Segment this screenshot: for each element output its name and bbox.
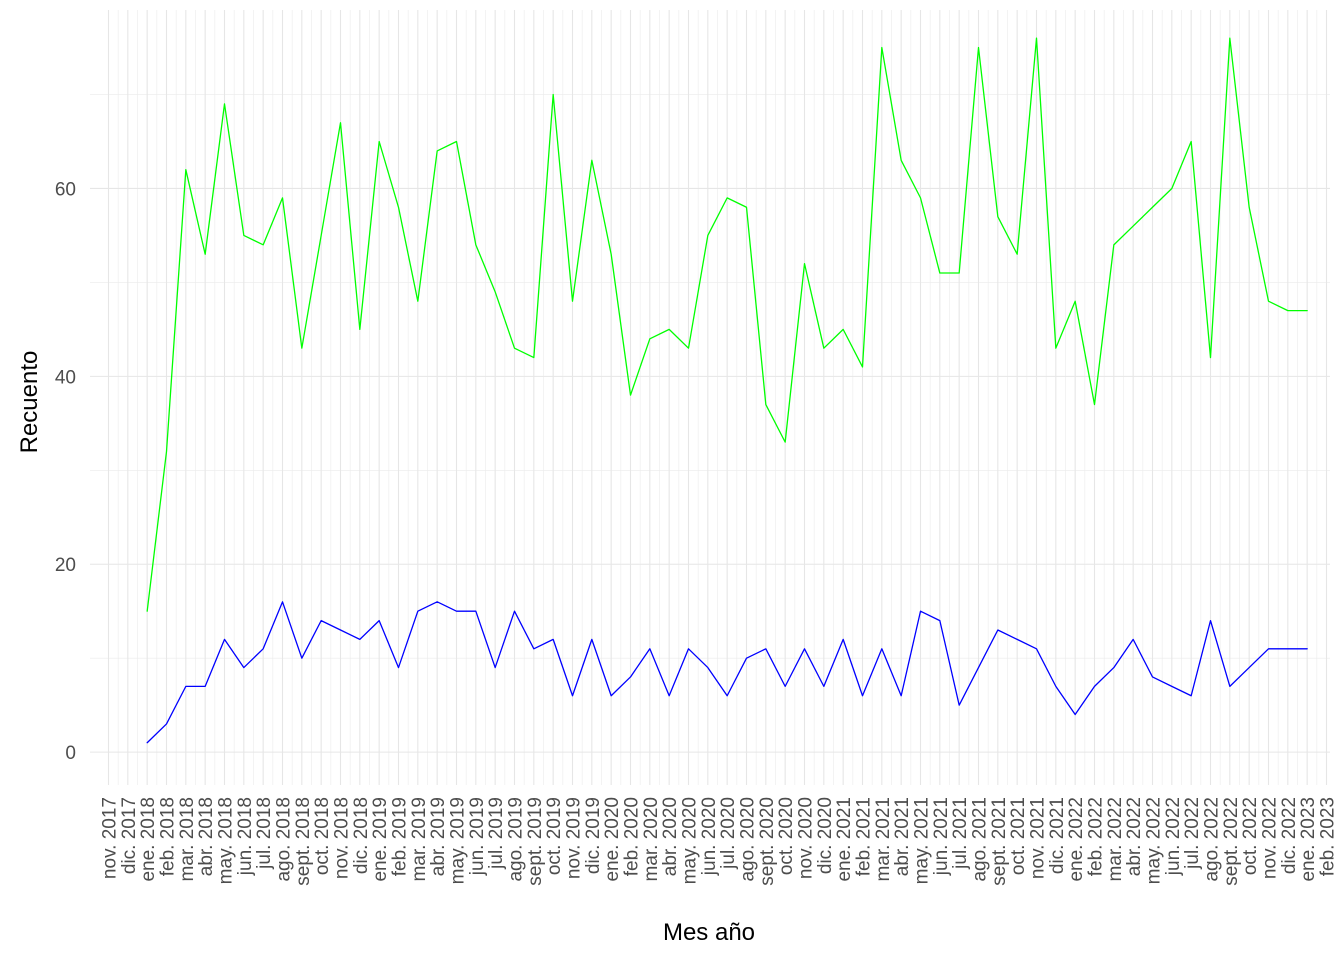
x-tick-label: mar. 2022 [1105, 797, 1126, 882]
x-tick-label: oct. 2020 [776, 797, 797, 875]
x-tick-label: nov. 2017 [100, 797, 121, 879]
x-tick-label: dic. 2022 [1279, 797, 1300, 874]
x-tick-label: abr. 2021 [892, 797, 913, 876]
x-tick-label: jun. 2022 [1163, 797, 1184, 876]
x-tick-label: may. 2020 [680, 797, 701, 884]
x-tick-label: oct. 2021 [1008, 797, 1029, 875]
y-tick-label: 20 [55, 555, 76, 576]
x-tick-label: dic. 2017 [119, 797, 140, 874]
x-tick-label: sept. 2021 [989, 797, 1010, 886]
x-tick-label: sept. 2018 [293, 797, 314, 886]
series-layer [146, 37, 1308, 744]
x-tick-label: dic. 2020 [815, 797, 836, 874]
x-tick-label: dic. 2018 [351, 797, 372, 874]
x-tick-label: dic. 2021 [1047, 797, 1068, 874]
x-axis-title: Mes año [663, 919, 755, 946]
x-tick-label: ago. 2018 [274, 797, 295, 882]
x-tick-label: ago. 2020 [738, 797, 759, 882]
x-tick-label: abr. 2020 [660, 797, 681, 876]
major-gridlines [90, 10, 1330, 785]
x-tick-label: jun. 2020 [699, 797, 720, 876]
x-tick-label: ene. 2020 [602, 797, 623, 882]
x-tick-label: dic. 2019 [583, 797, 604, 874]
x-tick-label: nov. 2019 [564, 797, 585, 879]
x-tick-label: ene. 2021 [834, 797, 855, 882]
x-tick-label: oct. 2019 [544, 797, 565, 875]
x-tick-label: nov. 2018 [332, 797, 353, 879]
x-tick-label: feb. 2019 [390, 797, 411, 876]
x-tick-label: ago. 2021 [970, 797, 991, 882]
x-tick-label: jun. 2018 [235, 797, 256, 876]
x-tick-label: nov. 2020 [796, 797, 817, 879]
x-tick-label: abr. 2019 [428, 797, 449, 876]
x-tick-label: oct. 2018 [312, 797, 333, 875]
x-tick-label: mar. 2018 [177, 797, 198, 882]
x-tick-label: ene. 2019 [370, 797, 391, 882]
x-tick-label: sept. 2022 [1221, 797, 1242, 886]
y-tick-label: 60 [55, 179, 76, 200]
y-tick-label: 0 [65, 743, 76, 764]
x-tick-label: jul. 2022 [1182, 797, 1203, 870]
x-tick-label: nov. 2022 [1260, 797, 1281, 879]
x-tick-label: jul. 2019 [486, 797, 507, 870]
x-tick-label: feb. 2023 [1318, 797, 1339, 876]
x-tick-label: mar. 2020 [641, 797, 662, 882]
x-tick-label: ene. 2022 [1066, 797, 1087, 882]
x-tick-label: ago. 2019 [506, 797, 527, 882]
x-tick-label: jul. 2020 [718, 797, 739, 870]
x-tick-label: abr. 2022 [1124, 797, 1145, 876]
y-tick-label: 40 [55, 367, 76, 388]
x-tick-label: feb. 2020 [622, 797, 643, 876]
x-tick-label: mar. 2019 [409, 797, 430, 882]
x-tick-label: oct. 2022 [1240, 797, 1261, 875]
x-tick-label: may. 2018 [216, 797, 237, 884]
x-tick-label: jul. 2021 [950, 797, 971, 870]
x-tick-label: ene. 2018 [138, 797, 159, 882]
x-tick-label: jun. 2019 [467, 797, 488, 876]
series-line-1 [146, 37, 1308, 612]
x-tick-label: jul. 2018 [254, 797, 275, 870]
x-tick-label: sept. 2020 [757, 797, 778, 886]
x-tick-label: ago. 2022 [1202, 797, 1223, 882]
minor-gridlines [90, 10, 1330, 785]
y-axis-title: Recuento [16, 351, 43, 454]
x-tick-label: may. 2019 [448, 797, 469, 884]
x-tick-label: feb. 2022 [1086, 797, 1107, 876]
x-tick-label: may. 2022 [1144, 797, 1165, 884]
x-tick-label: abr. 2018 [196, 797, 217, 876]
x-tick-label: sept. 2019 [525, 797, 546, 886]
y-axis-tick-labels: 0 20 40 60 [55, 179, 76, 764]
x-tick-label: may. 2021 [912, 797, 933, 884]
x-tick-label: nov. 2021 [1028, 797, 1049, 879]
x-tick-label: feb. 2018 [158, 797, 179, 876]
x-tick-label: feb. 2021 [854, 797, 875, 876]
x-tick-label: mar. 2021 [873, 797, 894, 882]
x-tick-label: ene. 2023 [1298, 797, 1319, 882]
series-line-2 [146, 601, 1308, 744]
x-tick-label: jun. 2021 [931, 797, 952, 876]
